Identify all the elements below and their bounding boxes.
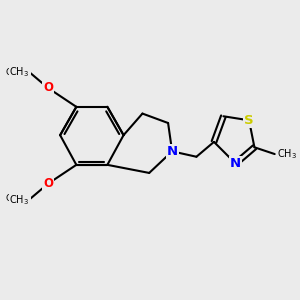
- Text: O: O: [43, 81, 53, 94]
- Text: CH$_3$: CH$_3$: [9, 193, 29, 207]
- Text: OCH$_3$: OCH$_3$: [5, 67, 31, 79]
- Text: O: O: [43, 177, 53, 190]
- Text: CH$_3$: CH$_3$: [278, 147, 297, 161]
- Text: OCH$_3$: OCH$_3$: [5, 192, 31, 205]
- Text: S: S: [244, 114, 254, 127]
- Text: N: N: [230, 157, 241, 170]
- Text: N: N: [167, 145, 178, 158]
- Text: CH$_3$: CH$_3$: [9, 65, 29, 79]
